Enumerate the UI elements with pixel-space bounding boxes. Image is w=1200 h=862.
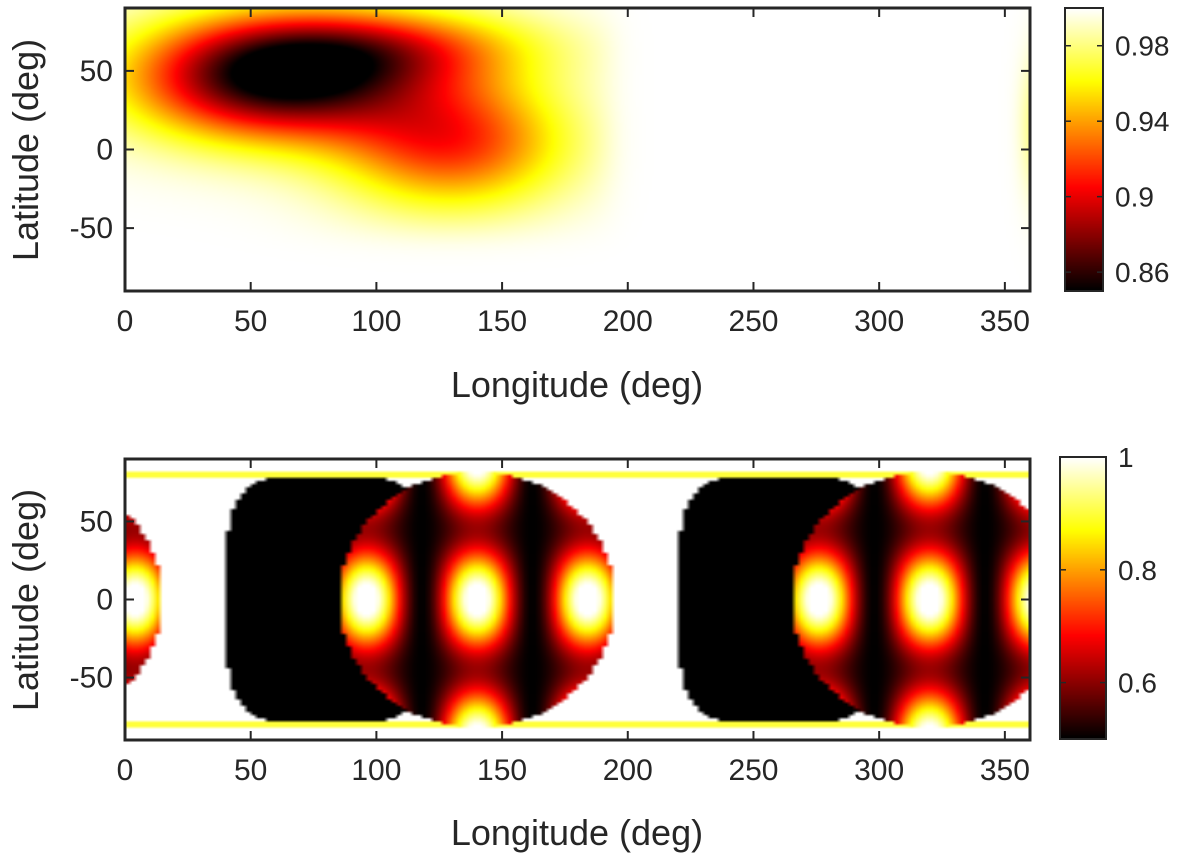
x-tick-label: 50 [234,754,267,787]
bottom-y-ticks: -50 0 50 [70,505,1030,695]
top-x-ticks: 0 50 100 150 200 250 300 350 [117,8,1030,338]
bottom-x-axis-label: Longitude (deg) [451,812,703,853]
y-tick-label: -50 [70,212,113,245]
x-tick-label: 300 [854,305,904,338]
x-tick-label: 0 [117,754,134,787]
bottom-heatmap-image [125,459,1030,740]
top-x-axis-label: Longitude (deg) [451,364,703,405]
colorbar-tick-label: 0.8 [1118,555,1157,586]
x-tick-label: 200 [603,305,653,338]
bottom-colorbar-frame [1059,456,1107,740]
x-tick-label: 250 [728,305,778,338]
top-colorbar-ticks: 0.86 0.9 0.94 0.98 [1065,31,1170,288]
x-tick-label: 0 [117,305,134,338]
colorbar-tick-label: 0.98 [1115,31,1170,62]
x-tick-label: 200 [603,754,653,787]
bottom-colorbar-image [1060,457,1106,739]
x-tick-label: 100 [351,754,401,787]
bottom-panel: 0 50 100 150 200 250 300 350 -50 0 50 Longitude (… [5,442,1157,853]
y-tick-label: 0 [96,584,113,617]
top-colorbar-image [1065,8,1103,291]
colorbar-tick-label: 0.94 [1115,106,1170,137]
y-tick-label: 0 [96,134,113,167]
x-tick-label: 100 [351,305,401,338]
top-panel: 0 50 100 150 200 250 300 350 -50 0 50 Longitude (… [5,6,1170,405]
x-tick-label: 50 [234,305,267,338]
colorbar-tick-label: 0.9 [1115,182,1154,213]
x-tick-label: 300 [854,754,904,787]
x-tick-label: 350 [980,305,1030,338]
x-tick-label: 250 [728,754,778,787]
bottom-colorbar-ticks: 0.6 0.8 1 [1060,442,1157,699]
bottom-x-ticks: 0 50 100 150 200 250 300 350 [117,459,1030,787]
top-heatmap-image [125,8,1030,291]
y-tick-label: -50 [70,662,113,695]
top-y-ticks: -50 0 50 [70,55,1030,245]
x-tick-label: 150 [477,754,527,787]
colorbar-tick-label: 0.6 [1118,668,1157,699]
top-colorbar-frame [1064,7,1104,292]
top-y-axis-label: Latitude (deg) [5,39,46,261]
y-tick-label: 50 [80,505,113,538]
x-tick-label: 150 [477,305,527,338]
colorbar-tick-label: 0.86 [1115,257,1170,288]
bottom-y-axis-label: Latitude (deg) [5,489,46,711]
x-tick-label: 350 [980,754,1030,787]
y-tick-label: 50 [80,55,113,88]
colorbar-tick-label: 1 [1118,442,1134,473]
